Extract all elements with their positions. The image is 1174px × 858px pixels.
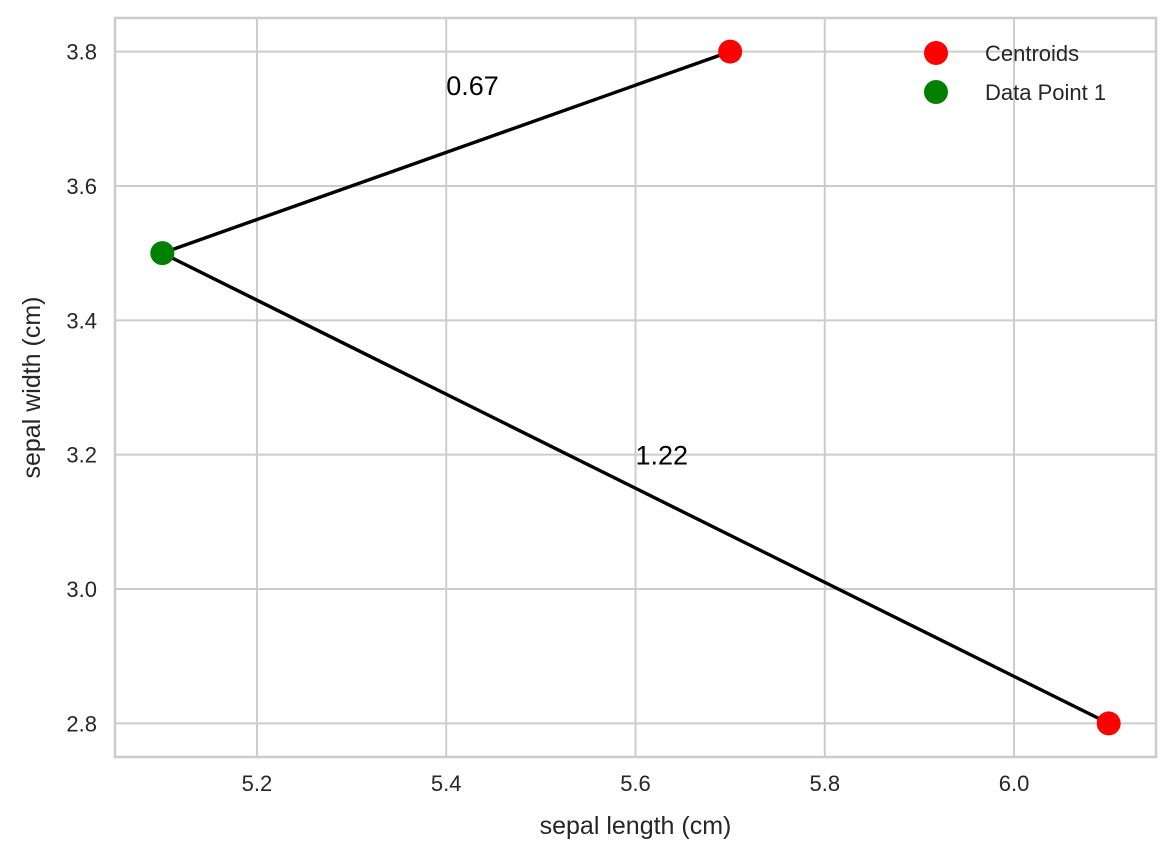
- y-tick-label: 3.6: [66, 174, 97, 199]
- x-tick-label: 5.4: [431, 771, 462, 796]
- y-tick-labels: 2.8 3.0 3.2 3.4 3.6 3.8: [66, 40, 97, 737]
- y-tick-label: 3.8: [66, 40, 97, 65]
- scatter-point: [1096, 711, 1121, 736]
- distance-line: [161, 49, 731, 255]
- x-axis-label: sepal length (cm): [540, 812, 732, 840]
- distance-annotations: 0.67 1.22: [446, 71, 688, 471]
- x-tick-label: 5.2: [242, 771, 273, 796]
- x-tick-label: 5.8: [809, 771, 840, 796]
- distance-annotation: 1.22: [636, 441, 689, 471]
- legend-label: Centroids: [985, 41, 1079, 66]
- y-tick-label: 3.0: [66, 577, 97, 602]
- y-tick-label: 3.2: [66, 443, 97, 468]
- y-axis-label: sepal width (cm): [18, 297, 46, 479]
- distance-lines: [161, 49, 1110, 725]
- distance-annotation: 0.67: [446, 71, 499, 101]
- y-tick-label: 2.8: [66, 711, 97, 736]
- y-gridlines: [115, 50, 1156, 725]
- x-tick-label: 6.0: [999, 771, 1030, 796]
- distance-line: [161, 251, 1110, 725]
- scatter-point: [150, 241, 175, 266]
- scatter-point: [718, 39, 743, 64]
- x-tick-label: 5.6: [620, 771, 651, 796]
- x-gridlines: [255, 18, 1016, 757]
- x-tick-labels: 5.2 5.4 5.6 5.8 6.0: [242, 771, 1030, 796]
- legend-label: Data Point 1: [985, 80, 1106, 105]
- plot-frame: [113, 16, 1158, 759]
- data-points: [150, 39, 1121, 736]
- y-tick-label: 3.4: [66, 308, 97, 333]
- legend-marker: [924, 80, 948, 104]
- legend-marker: [924, 41, 948, 65]
- legend: Centroids Data Point 1: [924, 41, 1106, 105]
